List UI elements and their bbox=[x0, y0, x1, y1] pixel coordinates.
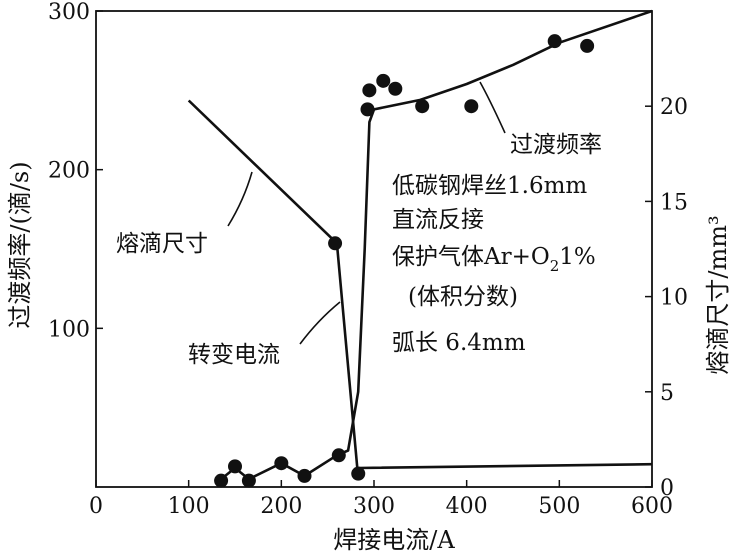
leader-transition-current bbox=[299, 301, 341, 345]
data-point-transfer-frequency bbox=[331, 448, 346, 463]
condition-gas-subscript: 2 bbox=[550, 257, 560, 275]
data-point-transfer-frequency bbox=[415, 99, 430, 114]
series-line-droplet-size bbox=[187, 99, 653, 470]
data-point-transfer-frequency bbox=[297, 468, 312, 483]
x-tick-label: 300 bbox=[353, 494, 395, 519]
y-right-tick-label: 10 bbox=[660, 286, 688, 311]
curves bbox=[187, 9, 653, 481]
y-left-tick-label: 200 bbox=[48, 159, 90, 184]
data-point-droplet-size bbox=[351, 466, 366, 481]
data-point-transfer-frequency bbox=[547, 34, 562, 49]
data-point-transfer-frequency bbox=[376, 73, 391, 88]
data-point-droplet-size bbox=[328, 236, 343, 251]
y-right-tick-label: 20 bbox=[660, 95, 688, 120]
y-left-axis-title: 过渡频率/(滴/s) bbox=[6, 161, 34, 328]
condition-polarity: 直流反接 bbox=[392, 207, 484, 233]
x-tick-label: 500 bbox=[538, 494, 580, 519]
leader-droplet-size bbox=[227, 171, 253, 227]
condition-arc-length: 弧长 6.4mm bbox=[392, 330, 526, 356]
x-tick-label: 400 bbox=[446, 494, 488, 519]
x-tick-label: 0 bbox=[89, 494, 103, 519]
y-right-tick-label: 0 bbox=[660, 476, 674, 501]
ticks: 0 100 200 300 400 500 600 100 200 300 0 5 10 15 20 bbox=[48, 0, 688, 519]
series-line-transfer-frequency bbox=[220, 9, 653, 481]
leader-frequency bbox=[479, 81, 506, 134]
condition-gas-percent: 1% bbox=[559, 244, 596, 270]
condition-gas-note: (体积分数) bbox=[408, 284, 518, 310]
y-left-tick-label: 300 bbox=[48, 0, 90, 25]
data-point-transfer-frequency bbox=[388, 81, 403, 96]
data-point-transfer-frequency bbox=[274, 456, 289, 471]
data-point-transfer-frequency bbox=[464, 99, 479, 114]
x-tick-label: 200 bbox=[260, 494, 302, 519]
data-point-transfer-frequency bbox=[360, 102, 375, 117]
x-tick-label: 100 bbox=[168, 494, 210, 519]
data-point-transfer-frequency bbox=[362, 83, 377, 98]
y-left-tick-label: 100 bbox=[48, 317, 90, 342]
y-right-tick-label: 5 bbox=[660, 381, 674, 406]
condition-wire: 低碳钢焊丝1.6mm bbox=[392, 173, 587, 199]
data-point-transfer-frequency bbox=[580, 38, 595, 53]
label-droplet-size: 熔滴尺寸 bbox=[116, 231, 208, 257]
markers bbox=[214, 34, 595, 488]
condition-gas-main: 保护气体Ar+O bbox=[392, 244, 550, 270]
data-point-transfer-frequency bbox=[214, 473, 229, 488]
label-transfer-frequency: 过渡频率 bbox=[510, 132, 602, 158]
leader-lines bbox=[227, 81, 506, 345]
condition-gas: 保护气体Ar+O21% bbox=[392, 244, 596, 275]
y-right-tick-label: 15 bbox=[660, 190, 688, 215]
x-tick-label: 600 bbox=[631, 494, 673, 519]
data-point-transfer-frequency bbox=[241, 473, 256, 488]
label-transition-current: 转变电流 bbox=[188, 342, 280, 368]
y-right-axis-title: 熔滴尺寸/mm³ bbox=[704, 215, 732, 374]
data-point-transfer-frequency bbox=[228, 459, 242, 474]
x-axis-title: 焊接电流/A bbox=[333, 526, 455, 554]
